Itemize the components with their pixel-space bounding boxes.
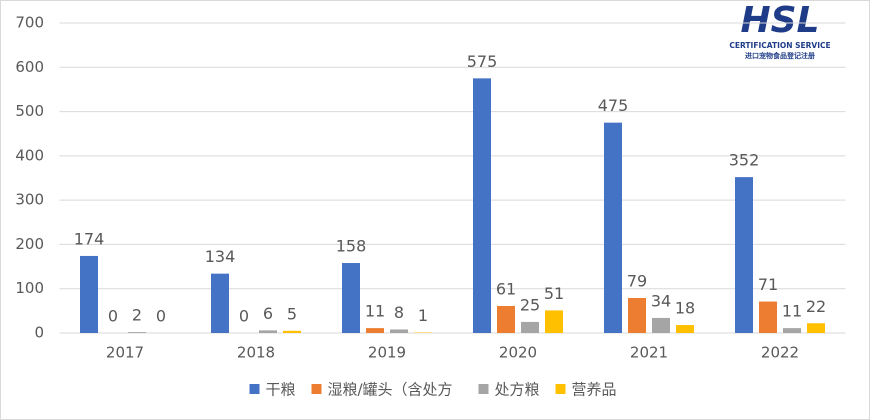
logo-subtitle: CERTIFICATION SERVICE: [729, 41, 830, 50]
data-label: 25: [520, 295, 540, 314]
data-label: 22: [806, 297, 826, 316]
legend-swatch: [249, 384, 260, 394]
bar: [473, 78, 491, 333]
legend-label: 湿粮/罐头（含处方: [328, 381, 453, 399]
data-label: 11: [782, 302, 802, 321]
bar: [211, 273, 229, 333]
x-tick-label: 2022: [761, 344, 799, 362]
data-label: 475: [598, 96, 629, 115]
bar: [652, 317, 670, 333]
data-label: 61: [496, 279, 516, 298]
legend-swatch: [478, 384, 489, 394]
bar: [283, 330, 301, 333]
x-tick-label: 2021: [630, 344, 668, 362]
data-label: 8: [394, 303, 404, 322]
logo-title: HSL: [741, 0, 820, 41]
y-tick-label: 500: [15, 102, 44, 120]
y-tick-label: 200: [15, 235, 44, 253]
legend-swatch: [311, 384, 322, 394]
y-tick-label: 100: [15, 279, 44, 297]
data-label: 11: [365, 302, 385, 321]
bar: [676, 325, 694, 333]
bar: [545, 310, 563, 333]
bar: [80, 255, 98, 333]
data-label: 0: [239, 307, 249, 326]
y-tick-label: 0: [34, 324, 44, 342]
data-label: 18: [675, 299, 695, 318]
bar: [521, 321, 539, 333]
x-tick-label: 2020: [499, 344, 537, 362]
data-label: 2: [132, 306, 142, 325]
y-tick-label: 600: [15, 58, 44, 76]
bar: [390, 329, 408, 333]
data-label: 1: [418, 306, 428, 325]
data-label: 71: [758, 275, 778, 294]
data-label: 5: [287, 304, 297, 323]
legend-label: 营养品: [572, 381, 617, 399]
legend-label: 处方粮: [495, 381, 540, 399]
legend-swatch: [555, 384, 566, 394]
data-label: 174: [74, 229, 105, 248]
y-tick-label: 400: [15, 146, 44, 164]
y-tick-label: 300: [15, 191, 44, 209]
bar: [366, 328, 384, 333]
x-tick-label: 2017: [106, 344, 144, 362]
x-tick-label: 2018: [237, 344, 275, 362]
bar: [342, 263, 360, 333]
data-label: 575: [467, 52, 498, 71]
bar: [128, 332, 146, 333]
data-label: 352: [729, 151, 760, 170]
bar: [783, 328, 801, 333]
legend-label: 干粮: [266, 381, 296, 399]
bar: [807, 323, 825, 333]
bar: [497, 305, 515, 333]
data-label: 79: [627, 272, 647, 291]
data-label: 0: [108, 307, 118, 326]
y-tick-label: 700: [15, 14, 44, 32]
bar: [735, 177, 753, 333]
bar: [259, 330, 277, 333]
bar: [604, 122, 622, 334]
data-label: 51: [544, 284, 564, 303]
data-label: 6: [263, 304, 273, 323]
logo-caption: 进口宠物食品登记注册: [745, 51, 815, 60]
data-label: 34: [651, 291, 671, 310]
data-label: 134: [205, 247, 236, 266]
bar: [628, 298, 646, 333]
data-label: 0: [156, 307, 166, 326]
data-label: 158: [336, 237, 367, 256]
x-tick-label: 2019: [368, 344, 406, 362]
bar: [759, 301, 777, 333]
